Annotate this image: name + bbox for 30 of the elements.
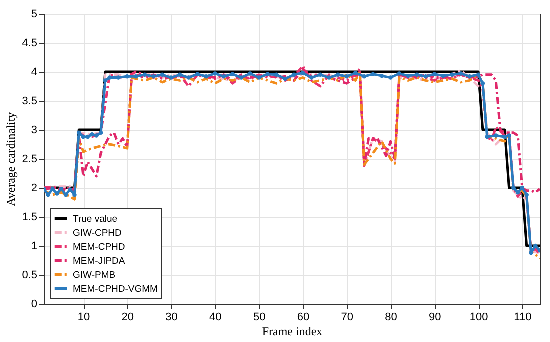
y-tick-label: 5 [31,8,38,20]
legend-label: MEM-CPHD-VGMM [73,284,158,295]
legend-label: MEM-CPHD [73,242,126,253]
y-tick-label: 4 [31,66,38,78]
x-tick-label: 90 [429,312,442,324]
x-tick-label: 30 [166,312,178,324]
y-tick-label: 3 [31,124,38,136]
y-tick-label: 2.5 [22,154,38,166]
y-tick-label: 0 [31,298,38,310]
x-tick-label: 100 [470,312,488,324]
y-tick-label: 0.5 [22,270,38,282]
x-tick-label: 110 [514,312,532,324]
x-tick-label: 70 [341,312,354,324]
y-axis-title: Average cardinality [4,112,18,207]
x-tick-label: 60 [297,312,310,324]
x-tick-label: 20 [122,312,134,324]
y-tick-label: 1 [31,240,38,252]
legend-label: GIW-CPHD [73,228,122,239]
x-tick-label: 80 [385,312,398,324]
x-axis-title: Frame index [262,324,323,338]
y-tick-label: 3.5 [22,96,38,108]
x-tick-label: 50 [253,312,266,324]
y-tick-label: 4.5 [22,38,38,50]
legend-label: True value [73,214,118,225]
y-tick-label: 2 [31,182,38,194]
legend-label: MEM-JIPDA [73,256,126,267]
y-tick-label: 1.5 [22,212,38,224]
legend-label: GIW-PMB [73,270,116,281]
x-tick-label: 10 [78,312,90,324]
x-tick-label: 40 [210,312,222,324]
